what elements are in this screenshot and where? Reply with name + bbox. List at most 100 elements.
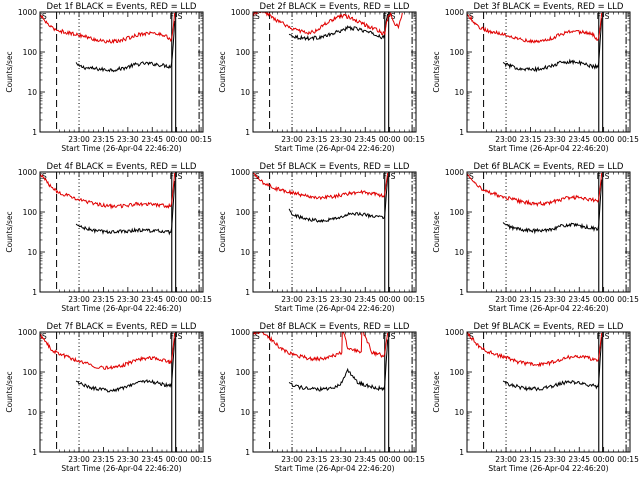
chart-panel-6: Det 6f BLACK = Events, RED = LLD Counts/s… <box>432 162 639 313</box>
chart-panel-2: Det 2f BLACK = Events, RED = LLD Counts/s… <box>218 2 425 153</box>
x-tick-label: 23:45 <box>141 295 163 304</box>
lld-series-line <box>467 332 603 368</box>
marker-label-start: S <box>255 172 260 181</box>
x-tick-label: 23:00 <box>68 455 90 464</box>
x-tick-label: 23:30 <box>544 455 566 464</box>
marker-label-start: S <box>469 172 474 181</box>
marker-label: S <box>605 172 610 181</box>
marker-label-start: S <box>42 12 47 21</box>
plot-frame <box>252 331 417 453</box>
x-tick-label: 00:00 <box>593 455 615 464</box>
x-tick-label: 23:15 <box>93 295 115 304</box>
lld-series-line <box>253 332 389 362</box>
y-tick-label: 1 <box>32 448 37 457</box>
chart-title: Det 2f BLACK = Events, RED = LLD <box>260 2 410 12</box>
marker-label-start: S <box>469 332 474 341</box>
y-tick-label: 100 <box>450 208 465 217</box>
marker-label: F <box>383 172 387 181</box>
y-tick-label: 1 <box>32 128 37 137</box>
x-tick-label: 23:15 <box>306 135 328 144</box>
plot-frame <box>252 11 417 133</box>
marker-label-start: S <box>42 332 47 341</box>
chart-title: Det 7f BLACK = Events, RED = LLD <box>47 322 197 332</box>
y-tick-label: 10 <box>454 248 464 257</box>
x-tick-label: 23:00 <box>281 135 303 144</box>
plot-frame <box>39 331 204 453</box>
chart-title: Det 1f BLACK = Events, RED = LLD <box>47 2 197 12</box>
x-tick-label: 23:00 <box>281 455 303 464</box>
y-tick-label: 1000 <box>231 8 250 17</box>
x-axis-label: Start Time (26-Apr-04 22:46:20) <box>488 144 608 153</box>
marker-label: F <box>597 172 601 181</box>
chart-title: Det 5f BLACK = Events, RED = LLD <box>260 162 410 172</box>
chart-panel-8: Det 8f BLACK = Events, RED = LLD Counts/s… <box>218 322 425 473</box>
y-tick-label: 1000 <box>18 168 37 177</box>
x-tick-label: 00:15 <box>617 455 639 464</box>
x-tick-label: 00:15 <box>190 135 212 144</box>
lld-series-line <box>253 12 403 36</box>
y-tick-label: 100 <box>450 368 465 377</box>
chart-title: Det 6f BLACK = Events, RED = LLD <box>474 162 624 172</box>
marker-label: F <box>597 332 601 341</box>
y-tick-label: 1000 <box>445 8 464 17</box>
events-series-line <box>75 180 176 236</box>
y-tick-label: 100 <box>23 48 38 57</box>
y-tick-label: 10 <box>454 408 464 417</box>
marker-label: F <box>170 172 174 181</box>
events-series-line <box>502 18 603 73</box>
x-tick-label: 23:15 <box>520 135 542 144</box>
x-axis-label: Start Time (26-Apr-04 22:46:20) <box>488 464 608 473</box>
x-tick-label: 23:00 <box>495 135 517 144</box>
events-series-line <box>288 339 389 392</box>
events-series-line <box>75 338 176 393</box>
y-tick-label: 10 <box>240 408 250 417</box>
marker-label: S <box>178 332 183 341</box>
marker-label: S <box>605 332 610 341</box>
y-axis-label: Counts/sec <box>432 51 441 92</box>
marker-label: F <box>383 12 387 21</box>
marker-label: S <box>391 332 396 341</box>
chart-title: Det 3f BLACK = Events, RED = LLD <box>474 2 624 12</box>
chart-panel-5: Det 5f BLACK = Events, RED = LLD Counts/s… <box>218 162 425 313</box>
marker-label: S <box>178 12 183 21</box>
x-tick-label: 23:30 <box>117 135 139 144</box>
lld-series-line <box>40 12 176 45</box>
chart-title: Det 8f BLACK = Events, RED = LLD <box>260 322 410 332</box>
y-tick-label: 100 <box>236 368 251 377</box>
marker-label-start: S <box>255 332 260 341</box>
x-tick-label: 00:00 <box>593 295 615 304</box>
y-tick-label: 10 <box>27 88 37 97</box>
y-tick-label: 10 <box>240 88 250 97</box>
chart-panel-7: Det 7f BLACK = Events, RED = LLD Counts/s… <box>5 322 212 473</box>
x-tick-label: 23:45 <box>354 295 376 304</box>
y-tick-label: 1 <box>459 128 464 137</box>
x-tick-label: 23:00 <box>281 295 303 304</box>
y-tick-label: 10 <box>27 248 37 257</box>
y-tick-label: 1 <box>459 288 464 297</box>
y-tick-label: 10 <box>27 408 37 417</box>
x-tick-label: 23:15 <box>93 455 115 464</box>
y-tick-label: 1 <box>245 448 250 457</box>
plot-frame <box>252 171 417 293</box>
y-axis-label: Counts/sec <box>5 51 14 92</box>
y-tick-label: 1000 <box>18 8 37 17</box>
x-tick-label: 00:15 <box>617 295 639 304</box>
y-tick-label: 1000 <box>445 328 464 337</box>
y-axis-label: Counts/sec <box>218 211 227 252</box>
events-series-line <box>288 13 389 42</box>
chart-title: Det 4f BLACK = Events, RED = LLD <box>47 162 197 172</box>
x-tick-label: 23:15 <box>306 295 328 304</box>
x-tick-label: 00:15 <box>403 295 425 304</box>
y-tick-label: 1 <box>245 288 250 297</box>
x-axis-label: Start Time (26-Apr-04 22:46:20) <box>274 304 394 313</box>
plot-frame <box>466 171 631 293</box>
x-tick-label: 23:15 <box>93 135 115 144</box>
x-tick-label: 23:15 <box>520 295 542 304</box>
x-tick-label: 00:00 <box>593 135 615 144</box>
x-tick-label: 23:15 <box>306 455 328 464</box>
x-tick-label: 23:45 <box>354 455 376 464</box>
y-tick-label: 1 <box>245 128 250 137</box>
y-axis-label: Counts/sec <box>5 211 14 252</box>
lld-series-line <box>467 172 603 208</box>
y-axis-label: Counts/sec <box>218 51 227 92</box>
